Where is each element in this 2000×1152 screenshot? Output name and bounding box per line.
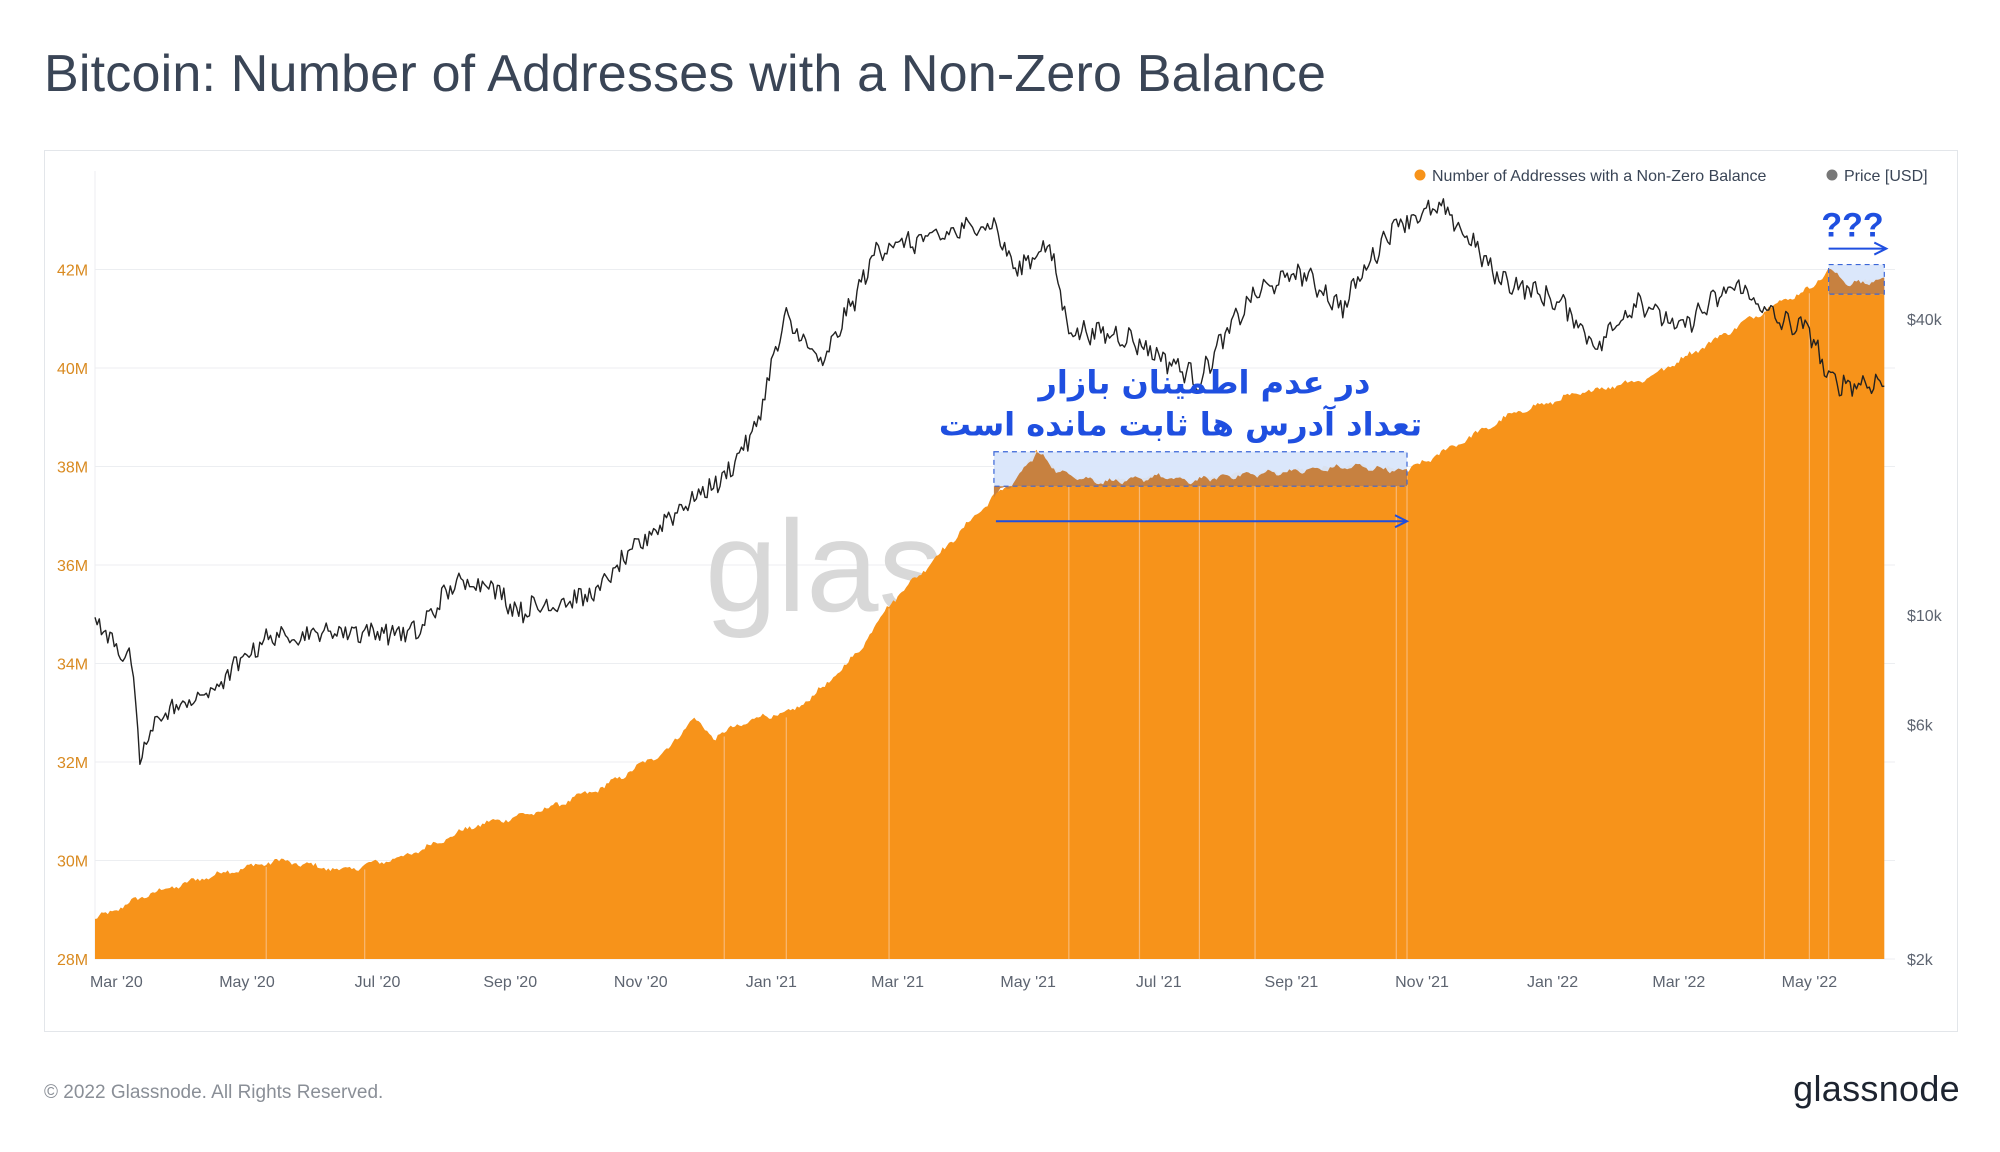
left-tick-label: 40M <box>57 361 88 378</box>
x-tick-label: Sep '20 <box>483 974 537 991</box>
footer-copyright: © 2022 Glassnode. All Rights Reserved. <box>44 1082 384 1103</box>
left-tick-label: 36M <box>57 558 88 575</box>
right-tick-label: $40k <box>1907 312 1943 329</box>
left-tick-label: 28M <box>57 952 88 969</box>
x-tick-label: Jul '21 <box>1136 974 1182 991</box>
left-tick-label: 38M <box>57 460 88 477</box>
legend-label-addresses: Number of Addresses with a Non-Zero Bala… <box>1432 168 1766 185</box>
annotation-question-text: ??? <box>1821 207 1883 245</box>
highlight-outline <box>1828 263 1885 295</box>
x-tick-label: Mar '21 <box>871 974 924 991</box>
x-tick-label: Nov '20 <box>614 974 668 991</box>
addresses-area-series <box>95 267 1885 959</box>
left-tick-label: 42M <box>57 263 88 280</box>
annotation-text-line-1: در عدم اطمینان بازار <box>1037 364 1371 402</box>
left-tick-label: 34M <box>57 657 88 674</box>
price-line-series <box>94 198 1885 765</box>
chart-container: glass 28M 30M 32M 34M 36M 38M 40M 42M $2k $6k $10… <box>44 150 1958 1032</box>
x-tick-label: Mar '20 <box>90 974 143 991</box>
event-lines <box>265 273 1830 959</box>
legend-swatch-addresses <box>1414 169 1426 181</box>
right-tick-label: $6k <box>1907 717 1934 734</box>
left-axis: 28M 30M 32M 34M 36M 38M 40M 42M <box>57 263 88 970</box>
right-tick-label: $2k <box>1907 952 1934 969</box>
x-axis: Mar '20 May '20 Jul '20 Sep '20 Nov '20 Jan '… <box>90 974 1837 991</box>
left-tick-label: 32M <box>57 755 88 772</box>
left-tick-label: 30M <box>57 854 88 871</box>
x-tick-label: Nov '21 <box>1395 974 1449 991</box>
legend: Number of Addresses with a Non-Zero Bala… <box>1414 168 1928 185</box>
legend-swatch-price <box>1826 169 1838 181</box>
x-tick-label: Jan '22 <box>1527 974 1578 991</box>
addresses-area <box>95 267 1885 959</box>
highlight-area <box>1828 269 1885 295</box>
arrow-head <box>1873 241 1889 256</box>
right-tick-label: $10k <box>1907 608 1943 625</box>
x-tick-label: Jan '21 <box>746 974 797 991</box>
price-line <box>94 198 1885 765</box>
x-tick-label: Jul '20 <box>355 974 401 991</box>
x-tick-label: Mar '22 <box>1652 974 1705 991</box>
page-title: Bitcoin: Number of Addresses with a Non-… <box>44 45 1327 103</box>
legend-label-price: Price [USD] <box>1844 168 1928 185</box>
x-tick-label: May '20 <box>219 974 275 991</box>
annotation-highlights <box>993 263 1885 498</box>
right-axis: $2k $6k $10k $40k <box>1907 312 1943 969</box>
glassnode-logo: glassnode <box>1793 1068 1960 1109</box>
x-tick-label: May '21 <box>1000 974 1056 991</box>
annotation-text-line-2: تعداد آدرس ها ثابت مانده است <box>939 405 1422 444</box>
x-tick-label: Sep '21 <box>1265 974 1319 991</box>
x-tick-label: May '22 <box>1782 974 1838 991</box>
highlight-outline <box>993 451 1408 487</box>
arrow-head <box>1394 514 1410 529</box>
